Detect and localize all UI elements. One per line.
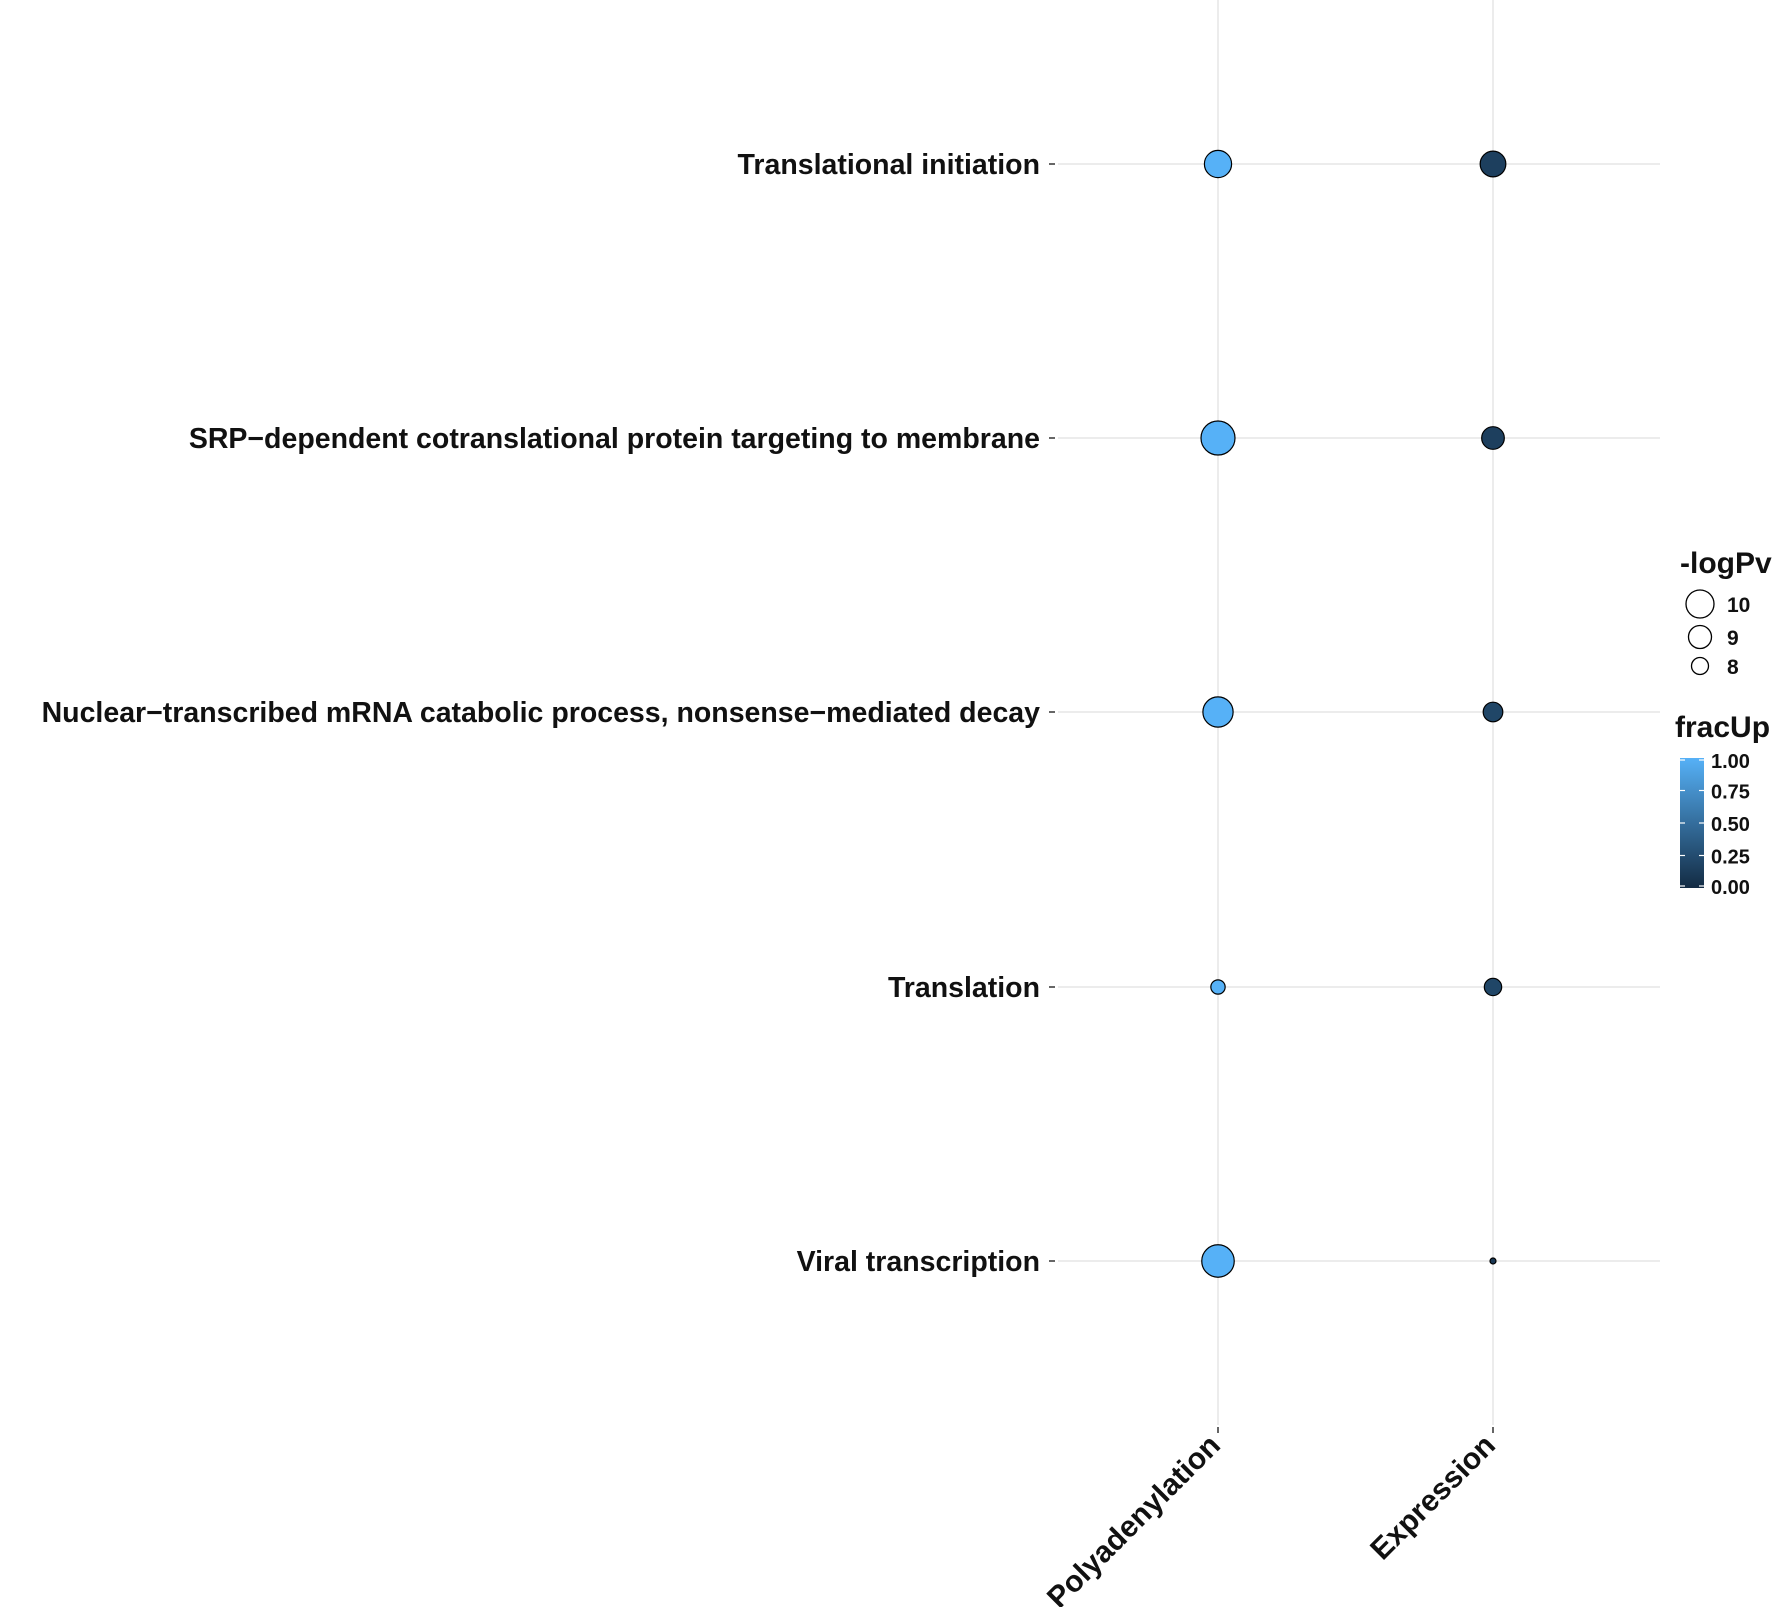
size-legend: -logPv 10 9 8 <box>1680 547 1772 679</box>
color-legend-label: 0.75 <box>1711 782 1750 804</box>
axis-ticks <box>1049 163 1494 1433</box>
data-point <box>1200 420 1236 456</box>
color-legend-label: 0.25 <box>1711 847 1750 869</box>
color-legend-label: 0.50 <box>1711 814 1750 836</box>
y-tick-label: Translational initiation <box>738 149 1040 181</box>
color-legend-label: 1.00 <box>1711 751 1750 773</box>
y-axis-labels: Translational initiation SRP−dependent co… <box>42 149 1041 1278</box>
data-point <box>1202 696 1234 728</box>
data-point <box>1210 979 1226 995</box>
data-point <box>1201 1244 1235 1278</box>
size-legend-label: 10 <box>1727 594 1750 617</box>
data-point <box>1483 977 1503 997</box>
color-legend: fracUp 1.00 0.75 0.50 0.25 0.00 <box>1675 711 1770 899</box>
color-legend-title: fracUp <box>1675 711 1770 744</box>
data-point <box>1482 701 1504 723</box>
x-axis-labels: Polyadenylation Expression <box>1041 1429 1502 1607</box>
x-tick-label: Expression <box>1364 1429 1502 1567</box>
size-legend-title: -logPv <box>1680 547 1772 580</box>
size-legend-key <box>1685 589 1715 619</box>
data-point <box>1489 1257 1497 1265</box>
x-tick-label: Polyadenylation <box>1041 1429 1227 1607</box>
color-legend-label: 0.00 <box>1711 877 1750 899</box>
y-tick-label: Nuclear−transcribed mRNA catabolic proce… <box>42 697 1041 729</box>
size-legend-label: 8 <box>1727 656 1739 679</box>
data-points <box>1200 149 1507 1278</box>
y-tick-label: SRP−dependent cotranslational protein ta… <box>189 423 1040 455</box>
grid-lines <box>1058 0 1660 1425</box>
size-legend-key <box>1687 624 1713 650</box>
size-legend-label: 9 <box>1727 627 1739 650</box>
size-legend-key <box>1690 656 1710 676</box>
y-tick-label: Translation <box>888 972 1040 1004</box>
data-point <box>1479 150 1507 178</box>
y-tick-label: Viral transcription <box>797 1246 1040 1278</box>
data-point <box>1481 426 1505 450</box>
data-point <box>1203 149 1233 179</box>
